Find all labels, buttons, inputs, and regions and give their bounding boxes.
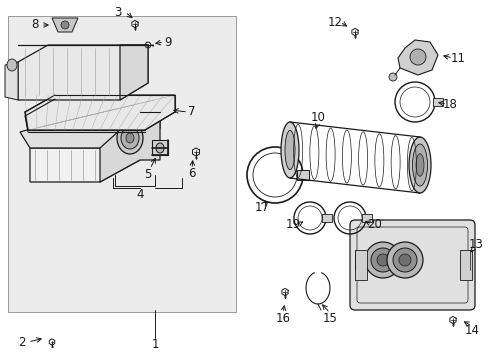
Polygon shape <box>52 18 78 32</box>
Bar <box>296 170 308 180</box>
Text: 6: 6 <box>188 167 195 180</box>
Bar <box>321 214 331 222</box>
Text: 20: 20 <box>367 219 382 231</box>
Bar <box>361 214 371 222</box>
Ellipse shape <box>415 154 423 176</box>
Circle shape <box>376 254 388 266</box>
Text: 7: 7 <box>188 105 195 118</box>
Bar <box>354 250 366 280</box>
Ellipse shape <box>281 122 298 178</box>
Text: 14: 14 <box>464 324 479 337</box>
Circle shape <box>392 248 416 272</box>
Text: 3: 3 <box>114 5 122 18</box>
Text: 10: 10 <box>310 112 325 125</box>
Text: 1: 1 <box>151 338 159 351</box>
Polygon shape <box>18 45 148 100</box>
Circle shape <box>370 248 394 272</box>
Text: 8: 8 <box>31 18 39 31</box>
Polygon shape <box>25 95 175 130</box>
Text: 16: 16 <box>275 311 290 324</box>
Text: 9: 9 <box>164 36 171 49</box>
Text: 5: 5 <box>144 168 151 181</box>
Ellipse shape <box>156 143 163 153</box>
Polygon shape <box>100 112 160 182</box>
Bar <box>152 140 168 155</box>
Text: 18: 18 <box>442 99 456 112</box>
Polygon shape <box>30 125 140 182</box>
Circle shape <box>398 254 410 266</box>
Circle shape <box>61 21 69 29</box>
Text: 12: 12 <box>327 15 342 28</box>
Circle shape <box>388 73 396 81</box>
Ellipse shape <box>126 133 134 143</box>
Text: 13: 13 <box>468 238 483 252</box>
Ellipse shape <box>285 130 294 170</box>
FancyBboxPatch shape <box>349 220 474 310</box>
Ellipse shape <box>412 144 427 186</box>
Text: 4: 4 <box>136 189 143 202</box>
Bar <box>8 16 236 312</box>
Text: 15: 15 <box>322 311 337 324</box>
Bar <box>432 98 442 106</box>
Circle shape <box>364 242 400 278</box>
Text: 19: 19 <box>285 219 300 231</box>
Polygon shape <box>397 40 437 75</box>
Text: 17: 17 <box>254 202 269 215</box>
Text: 11: 11 <box>449 51 465 64</box>
Ellipse shape <box>408 137 430 193</box>
Circle shape <box>409 49 425 65</box>
Polygon shape <box>5 62 18 100</box>
Polygon shape <box>120 45 148 100</box>
Ellipse shape <box>121 127 139 149</box>
Polygon shape <box>20 112 160 148</box>
Ellipse shape <box>117 122 142 154</box>
Bar <box>459 250 471 280</box>
Text: 2: 2 <box>18 336 26 348</box>
Circle shape <box>386 242 422 278</box>
Ellipse shape <box>7 59 17 71</box>
